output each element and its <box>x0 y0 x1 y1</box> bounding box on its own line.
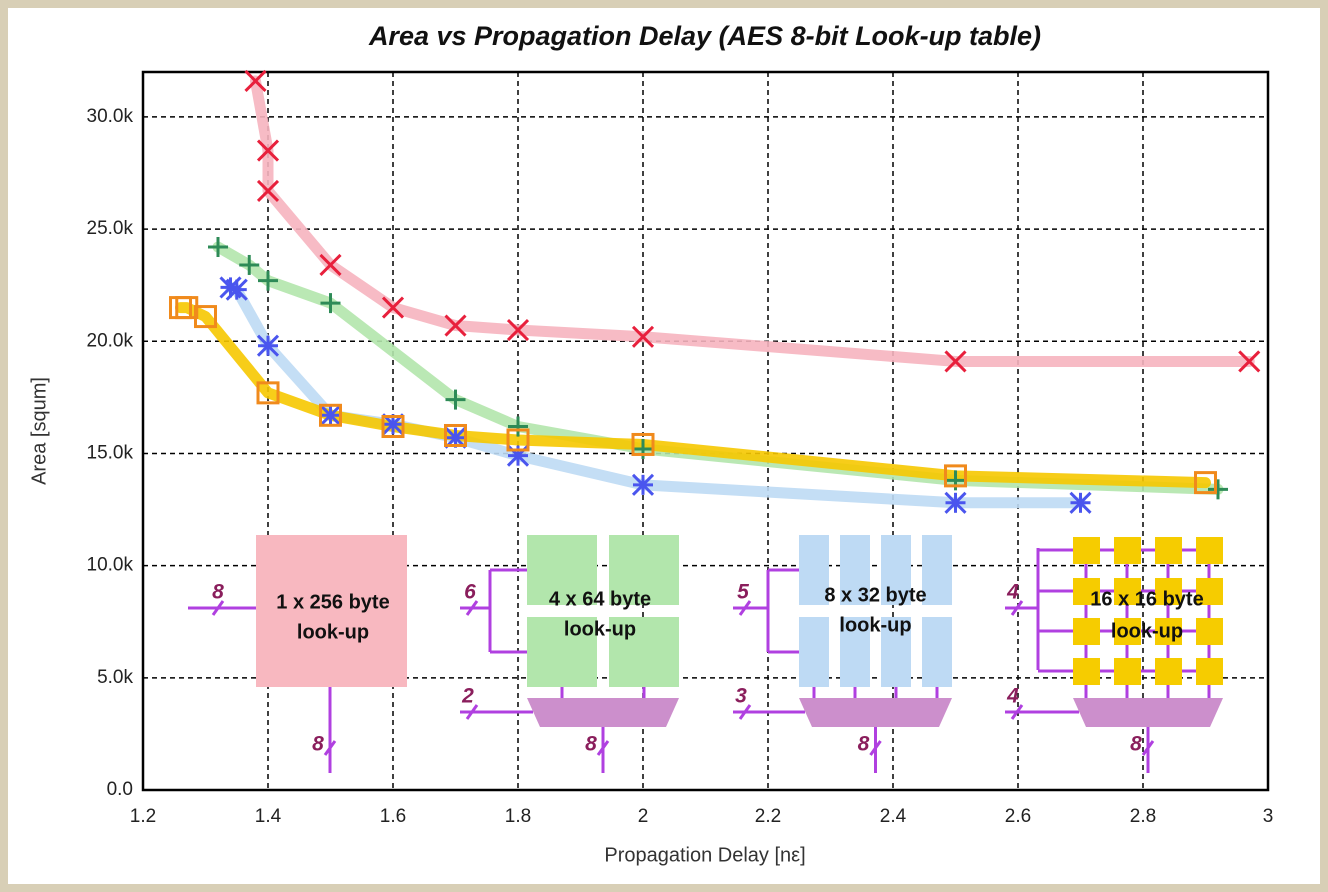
inset-label: look-up <box>564 618 636 640</box>
data-point <box>1071 493 1091 513</box>
bit-width: 8 <box>585 733 597 756</box>
data-point <box>633 475 653 495</box>
data-point <box>321 405 341 425</box>
inset-label: look-up <box>297 621 369 643</box>
x-tick-label: 1.4 <box>255 806 282 827</box>
bit-width: 8 <box>1130 733 1142 756</box>
chart-title: Area vs Propagation Delay (AES 8-bit Loo… <box>368 21 1041 51</box>
lut-block <box>1155 537 1182 564</box>
x-tick-label: 2.8 <box>1130 806 1156 827</box>
x-tick-label: 2.2 <box>755 806 781 827</box>
lut-block <box>799 617 829 687</box>
lut-block <box>1196 537 1223 564</box>
x-tick-label: 1.6 <box>380 806 406 827</box>
mux <box>527 698 679 727</box>
y-axis-label: Area [squm] <box>28 377 50 485</box>
x-axis-label: Propagation Delay [nε] <box>604 844 805 866</box>
lut-block <box>1073 537 1100 564</box>
x-tick-label: 2.4 <box>880 806 907 827</box>
lut-block <box>922 617 952 687</box>
lut-block <box>1073 618 1100 645</box>
x-tick-label: 2 <box>638 806 649 827</box>
inset-label: 8 x 32 byte <box>824 584 926 606</box>
y-tick-label: 5.0k <box>97 667 133 688</box>
x-tick-label: 3 <box>1263 806 1274 827</box>
lut-block <box>1114 658 1141 685</box>
y-tick-label: 30.0k <box>87 106 134 127</box>
inset-label: 1 x 256 byte <box>276 591 389 613</box>
inset-label: 4 x 64 byte <box>549 588 651 610</box>
inset-label: look-up <box>839 614 911 636</box>
y-tick-label: 25.0k <box>87 218 134 239</box>
mux <box>1073 698 1223 727</box>
data-point <box>946 493 966 513</box>
x-tick-label: 2.6 <box>1005 806 1031 827</box>
mux <box>799 698 952 727</box>
data-point <box>227 280 247 300</box>
bit-width: 6 <box>464 581 476 604</box>
bit-width: 8 <box>212 581 224 604</box>
data-point <box>258 336 278 356</box>
y-tick-label: 20.0k <box>87 330 134 351</box>
lut-block <box>1114 537 1141 564</box>
lut-block <box>1155 658 1182 685</box>
bit-width: 3 <box>735 685 747 708</box>
bit-width: 8 <box>858 733 870 756</box>
bit-width: 5 <box>737 581 749 604</box>
bit-width: 4 <box>1006 581 1019 604</box>
y-tick-label: 10.0k <box>87 555 134 576</box>
y-tick-label: 0.0 <box>107 779 133 800</box>
bit-width: 2 <box>461 685 474 708</box>
lut-block <box>1073 658 1100 685</box>
inset-label: look-up <box>1111 620 1183 642</box>
lut-block <box>1196 658 1223 685</box>
x-tick-label: 1.8 <box>505 806 531 827</box>
x-tick-label: 1.2 <box>130 806 156 827</box>
bit-width: 8 <box>312 733 324 756</box>
bit-width: 4 <box>1006 685 1019 708</box>
chart: Area vs Propagation Delay (AES 8-bit Loo… <box>0 0 1328 892</box>
lut-block <box>1196 618 1223 645</box>
y-tick-label: 15.0k <box>87 442 134 463</box>
inset-label: 16 x 16 byte <box>1090 588 1203 610</box>
